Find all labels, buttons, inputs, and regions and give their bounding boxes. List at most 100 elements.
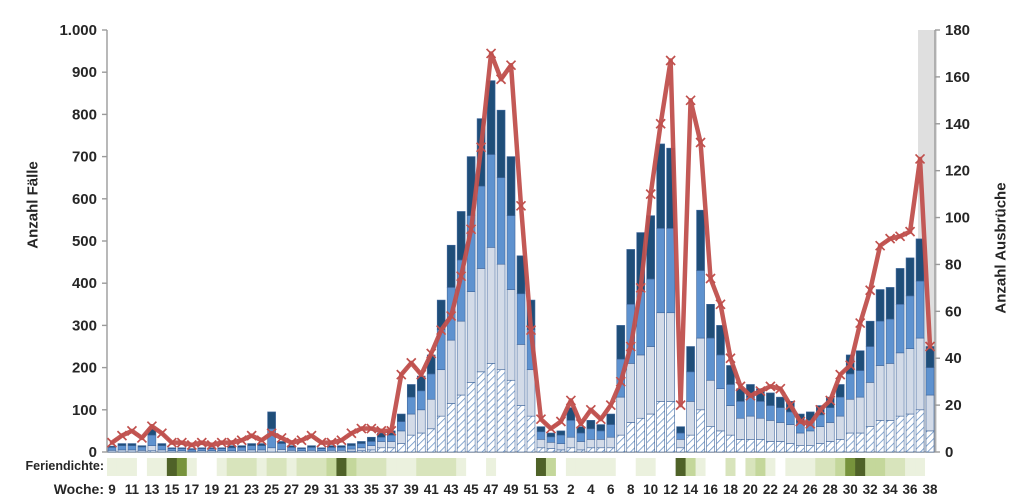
holiday-cell [755, 458, 766, 476]
holiday-cell [186, 458, 198, 476]
x-marker [765, 381, 776, 392]
right-tick-label: 80 [945, 256, 962, 273]
holiday-cell [795, 458, 806, 476]
x-marker [675, 400, 686, 411]
right-axis-title: Anzahl Ausbrüche [992, 182, 1010, 314]
bar-segment-cases_medium_blue [307, 447, 316, 451]
holiday-cell [825, 458, 836, 476]
bar-segment-cases_hatched [586, 447, 596, 453]
bar-segment-cases_hatched [546, 448, 556, 453]
x-marker [106, 437, 118, 448]
left-axis-title: Anzahl Fälle [24, 161, 42, 249]
week-label: 15 [164, 482, 180, 497]
holiday-cell [166, 458, 178, 476]
holiday-cell [705, 458, 717, 476]
bar-segment-cases_light_blue [247, 449, 256, 453]
bar-segment-cases_light_blue [666, 312, 675, 402]
x-marker [575, 418, 586, 429]
bar-segment-cases_medium_blue [287, 447, 296, 451]
bar-segment-cases_hatched [596, 447, 606, 453]
bar-segment-cases_light_blue [357, 447, 366, 452]
bar-segment-cases_medium_blue [117, 445, 127, 451]
bar-segment-cases_dark_blue [766, 392, 775, 406]
week-row-label: Woche: [53, 481, 104, 497]
holiday-cell [306, 458, 317, 476]
x-marker [745, 390, 756, 401]
week-label: 12 [663, 482, 678, 497]
bar-segment-cases_medium_blue [925, 367, 935, 396]
x-marker [555, 416, 567, 427]
holiday-cell [456, 458, 467, 476]
holiday-cell [595, 458, 607, 476]
bar-segment-cases_dark_blue [446, 244, 456, 288]
bar-segment-cases_hatched [885, 420, 895, 453]
bar-segment-cases_hatched [756, 439, 765, 453]
week-label: 31 [324, 482, 340, 497]
holiday-cell [775, 458, 786, 476]
bar-segment-cases_hatched [646, 413, 655, 453]
bar-segment-cases_hatched [726, 434, 735, 453]
bar-segment-cases_hatched [387, 447, 396, 453]
bar-segment-cases_medium_blue [905, 295, 915, 349]
bar-segment-cases_medium_blue [257, 445, 266, 451]
holiday-cell [476, 458, 487, 476]
x-marker [585, 404, 596, 415]
left-tick-label: 1.000 [59, 22, 97, 39]
bar-segment-cases_dark_blue [626, 249, 636, 305]
left-tick-label: 100 [72, 402, 97, 419]
holiday-cell [256, 458, 268, 476]
holiday-cell [286, 458, 298, 476]
bar-segment-cases_light_blue [267, 447, 276, 453]
bar-segment-cases_dark_blue [546, 432, 556, 438]
x-marker [326, 437, 337, 448]
bar-segment-cases_medium_blue [586, 428, 596, 440]
bar-segment-cases_hatched [806, 445, 815, 453]
week-label: 53 [543, 482, 559, 497]
x-marker [336, 435, 347, 446]
week-label: 13 [144, 482, 160, 497]
x-marker [595, 414, 606, 425]
x-marker [475, 142, 487, 153]
bar-segment-cases_light_blue [397, 430, 406, 444]
bar-segment-cases_dark_blue [596, 424, 606, 432]
x-marker [466, 224, 477, 235]
x-marker [835, 369, 846, 380]
bar-segment-cases_light_blue [347, 448, 356, 452]
bar-segment-cases_hatched [905, 413, 915, 453]
bar-segment-cases_light_blue [845, 398, 855, 434]
x-marker [376, 425, 387, 437]
bar-segment-cases_medium_blue [347, 445, 356, 450]
holiday-cell [675, 458, 687, 476]
bar-segment-cases_light_blue [147, 445, 157, 452]
bar-segment-cases_dark_blue [247, 443, 256, 446]
week-label: 30 [843, 482, 858, 497]
x-marker [695, 137, 706, 148]
bar-segment-cases_light_blue [436, 369, 446, 417]
bar-segment-cases_hatched [636, 417, 645, 453]
holiday-cell [845, 458, 856, 476]
week-label: 26 [803, 482, 819, 497]
x-marker [795, 416, 806, 427]
bar-segment-cases_hatched [446, 403, 456, 453]
holiday-cell [216, 458, 228, 476]
right-tick-label: 180 [945, 22, 970, 39]
week-label: 11 [125, 482, 140, 497]
week-label: 41 [424, 482, 440, 497]
holiday-cell [925, 458, 936, 476]
holiday-cell [805, 458, 816, 476]
bar-segment-cases_medium_blue [835, 396, 845, 417]
bar-segment-cases_hatched [466, 382, 476, 453]
bar-segment-cases_dark_blue [885, 287, 895, 320]
bar-segment-cases_hatched [496, 369, 506, 453]
x-marker [894, 231, 906, 242]
bar-segment-cases_hatched [815, 443, 825, 453]
holiday-strip [107, 458, 936, 476]
x-marker [356, 423, 367, 434]
week-label: 23 [244, 482, 260, 497]
week-label: 47 [484, 482, 499, 497]
bar-segment-cases_light_blue [566, 436, 576, 449]
x-marker [755, 385, 766, 397]
bar-segment-cases_dark_blue [117, 443, 127, 446]
bar-segment-cases_dark_blue [307, 445, 316, 448]
